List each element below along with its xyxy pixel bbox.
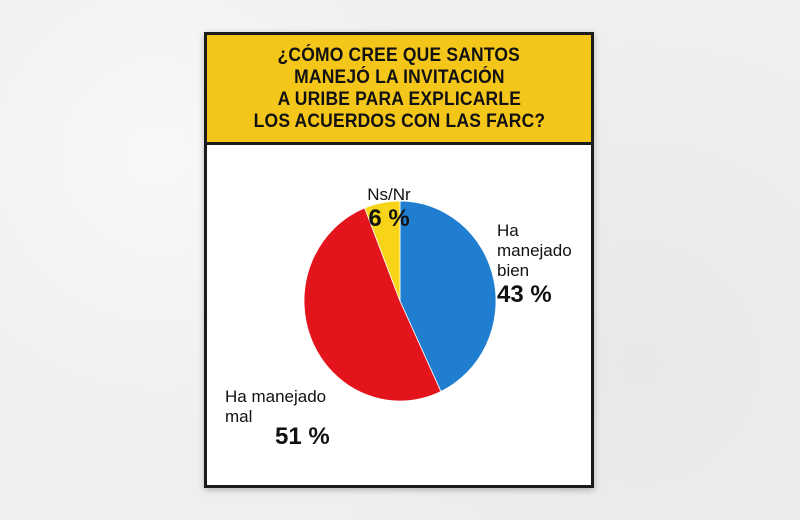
question-line-1: ¿CÓMO CREE QUE SANTOS <box>277 44 521 66</box>
slice-label-mal: Ha manejado mal 51 % <box>225 387 330 451</box>
slice-value-bien: 43 % <box>497 281 552 308</box>
slice-label-ns-nr: Ns/Nr 6 % <box>349 185 429 233</box>
pie-slice-bien <box>399 200 497 393</box>
slice-label-mal-line-1: Ha manejado <box>225 387 327 406</box>
question-line-4: LOS ACUERDOS CON LAS FARC? <box>253 110 545 132</box>
question-line-2: MANEJÓ LA INVITACIÓN <box>293 66 505 88</box>
slice-value-ns-nr: 6 % <box>368 205 410 232</box>
question-line-3: A URIBE PARA EXPLICARLE <box>277 88 521 110</box>
pie-chart <box>303 200 497 402</box>
slice-label-bien-line-2: manejado <box>497 241 572 260</box>
slice-label-bien-line-3: bien <box>497 261 530 280</box>
poll-card: ¿CÓMO CREE QUE SANTOS MANEJÓ LA INVITACI… <box>204 32 594 488</box>
pie-slice-ns-nr <box>364 200 401 302</box>
slice-label-ns-nr-line-1: Ns/Nr <box>367 185 411 204</box>
pie-slice-mal <box>303 207 442 402</box>
slice-label-bien-line-1: Ha <box>497 221 519 240</box>
slice-label-mal-line-2: mal <box>225 407 253 426</box>
question-header: ¿CÓMO CREE QUE SANTOS MANEJÓ LA INVITACI… <box>207 35 591 145</box>
slice-value-mal: 51 % <box>275 423 330 450</box>
slice-label-bien: Ha manejado bien 43 % <box>497 221 572 309</box>
